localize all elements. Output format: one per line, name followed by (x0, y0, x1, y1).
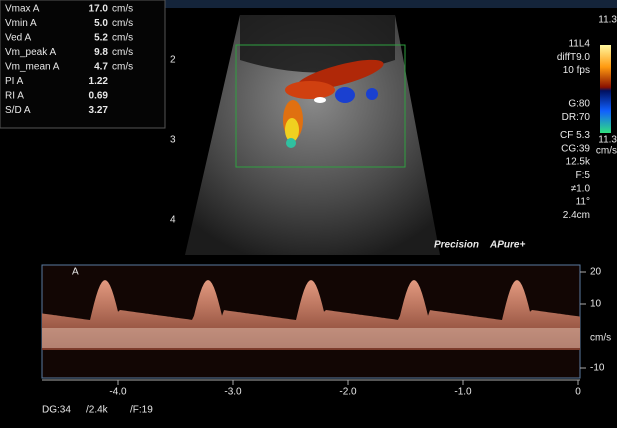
measure-label: Vm_mean A (5, 62, 60, 73)
color-scale-unit: cm/s (596, 146, 617, 157)
setting: 12.5k (566, 157, 591, 168)
spectrum-unit: cm/s (590, 333, 611, 344)
setting: CF 5.3 (560, 130, 590, 141)
color-scale-top: 11.3 (598, 15, 617, 26)
x-tick-label: -4.0 (109, 387, 127, 398)
wall-filter-band (42, 328, 580, 348)
measure-unit: cm/s (112, 62, 133, 73)
measure-label: PI A (5, 76, 24, 87)
measure-label: RI A (5, 91, 24, 102)
status: DG:34 (42, 405, 71, 416)
color-scale-bottom: 11.3 (598, 135, 617, 146)
setting: 2.4cm (563, 210, 590, 221)
setting: G:80 (568, 99, 590, 110)
measure-label: Vm_peak A (5, 47, 56, 58)
measure-value: 1.22 (89, 76, 109, 87)
setting: ≠1.0 (571, 183, 591, 194)
depth-marker: 3 (170, 135, 176, 146)
brand-precision: Precision (434, 240, 479, 251)
y-tick-label: 10 (590, 299, 602, 310)
measure-unit: cm/s (112, 47, 133, 58)
measure-value: 17.0 (89, 4, 109, 15)
y-tick-label: -10 (590, 363, 605, 374)
measure-value: 0.69 (89, 91, 109, 102)
depth-marker: 2 (170, 55, 176, 66)
measure-unit: cm/s (112, 18, 133, 29)
x-tick-label: 0 (575, 387, 581, 398)
measure-value: 4.7 (94, 62, 108, 73)
measure-value: 5.0 (94, 18, 108, 29)
setting: F:5 (576, 170, 591, 181)
measure-unit: cm/s (112, 33, 133, 44)
ultrasound-screen: Vmax A17.0cm/sVmin A5.0cm/sVed A5.2cm/sV… (0, 0, 617, 428)
measure-label: Ved A (5, 33, 31, 44)
setting: 11L4 (568, 39, 590, 50)
y-tick-label: 20 (590, 267, 602, 278)
depth-marker: 4 (170, 215, 176, 226)
spectrum-label: A (72, 267, 79, 278)
measure-unit: cm/s (112, 4, 133, 15)
measure-label: Vmin A (5, 18, 37, 29)
brand-pure: APure+ (489, 240, 525, 251)
measure-value: 9.8 (94, 47, 108, 58)
x-tick-label: -1.0 (454, 387, 472, 398)
measure-label: S/D A (5, 105, 31, 116)
x-tick-label: -2.0 (339, 387, 357, 398)
setting: 11° (576, 197, 590, 208)
measure-label: Vmax A (5, 4, 40, 15)
setting: DR:70 (562, 112, 591, 123)
status: /F:19 (130, 405, 153, 416)
x-tick-label: -3.0 (224, 387, 242, 398)
color-bar (600, 45, 611, 133)
setting: 10 fps (563, 65, 590, 76)
status: /2.4k (86, 405, 109, 416)
setting: diffT9.0 (557, 52, 591, 63)
measure-value: 5.2 (94, 33, 108, 44)
setting: CG:39 (561, 143, 590, 154)
measure-value: 3.27 (89, 105, 109, 116)
